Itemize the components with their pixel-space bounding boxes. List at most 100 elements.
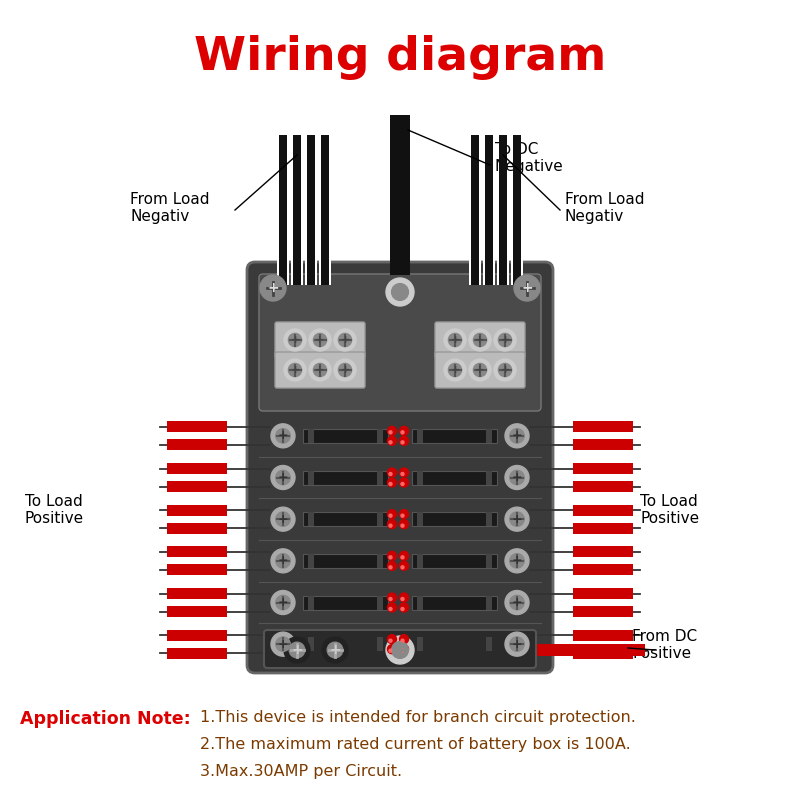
Bar [167,648,227,658]
Bar [390,115,410,275]
Bar [573,439,633,450]
Bar [377,637,383,651]
Circle shape [392,284,408,301]
Bar [308,470,314,485]
Circle shape [448,363,462,377]
Text: +: + [340,335,350,345]
Circle shape [276,429,290,443]
Bar [412,470,497,485]
Text: 3.Max.30AMP per Circuit.: 3.Max.30AMP per Circuit. [200,764,402,779]
Circle shape [387,436,397,446]
Bar [486,554,492,568]
Circle shape [498,334,512,346]
Circle shape [474,363,486,377]
Bar [167,606,227,617]
Circle shape [309,329,331,351]
Bar [167,522,227,534]
Bar [513,135,521,285]
Circle shape [284,329,306,351]
Text: +: + [450,365,460,375]
Text: +: + [512,513,522,526]
Text: To DC
Negative: To DC Negative [495,142,564,174]
Bar [167,481,227,492]
Bar [417,512,423,526]
Circle shape [399,478,409,487]
Bar [573,422,633,432]
Bar [417,470,423,485]
Circle shape [444,359,466,381]
Circle shape [338,334,352,346]
Circle shape [271,590,295,614]
Circle shape [389,441,392,444]
Circle shape [494,359,516,381]
Bar [417,554,423,568]
Circle shape [510,554,524,568]
Circle shape [271,507,295,531]
Circle shape [401,473,404,475]
Circle shape [276,554,290,568]
Circle shape [288,363,302,377]
Text: +: + [475,365,485,375]
Bar [377,512,383,526]
Bar [486,595,492,610]
Text: +: + [290,335,300,345]
Bar [573,481,633,492]
Circle shape [389,598,392,601]
Bar [167,422,227,432]
FancyBboxPatch shape [247,262,553,673]
Bar [486,512,492,526]
Bar [412,554,497,568]
Text: From Load
Negativ: From Load Negativ [130,192,210,224]
Circle shape [399,593,409,602]
Bar [167,564,227,575]
Circle shape [386,278,414,306]
Bar [293,135,301,285]
Bar [573,630,633,641]
Circle shape [448,334,462,346]
Bar [486,429,492,443]
Circle shape [399,645,409,654]
Circle shape [399,520,409,529]
Bar [497,135,509,285]
Bar [167,439,227,450]
Circle shape [401,607,404,610]
Circle shape [392,642,408,658]
Circle shape [399,634,409,644]
FancyBboxPatch shape [435,322,525,358]
Text: To Load
Positive: To Load Positive [640,494,699,526]
Bar [412,429,497,443]
Bar [412,595,497,610]
Bar [308,512,314,526]
Circle shape [505,632,529,656]
Bar [377,554,383,568]
Circle shape [510,637,524,651]
Bar [305,135,317,285]
Circle shape [389,524,392,527]
Circle shape [399,436,409,446]
Bar [573,463,633,474]
Circle shape [387,478,397,487]
Circle shape [514,275,540,301]
Bar [499,135,507,285]
Bar [417,595,423,610]
Bar [573,606,633,617]
Bar [167,630,227,641]
Text: +: + [278,430,288,442]
Bar [412,637,497,651]
Circle shape [284,359,306,381]
Circle shape [401,649,404,652]
Bar [573,564,633,575]
Circle shape [401,639,404,642]
Bar [417,429,423,443]
Circle shape [389,566,392,569]
Text: +: + [450,335,460,345]
Circle shape [387,468,397,477]
Bar [573,522,633,534]
Text: +: + [475,335,485,345]
Bar [471,135,479,285]
Circle shape [474,334,486,346]
Circle shape [399,603,409,612]
Circle shape [505,424,529,448]
Circle shape [271,549,295,573]
Circle shape [510,429,524,443]
